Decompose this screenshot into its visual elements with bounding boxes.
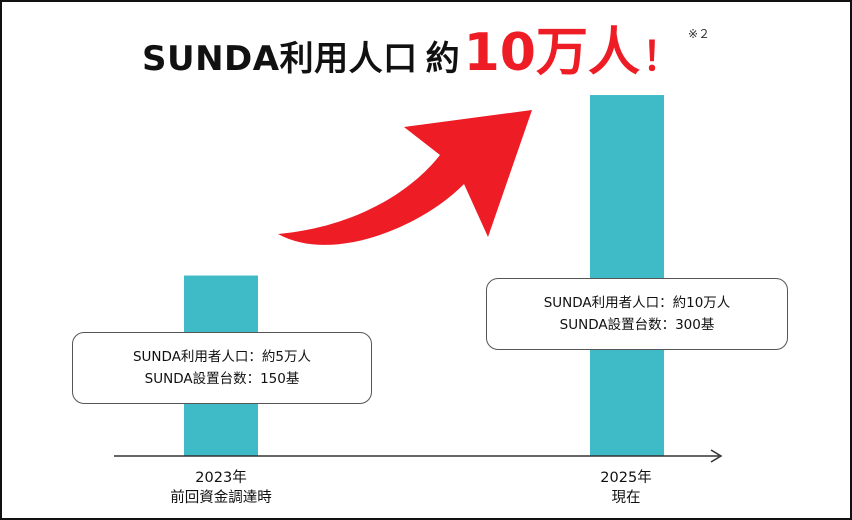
x-tick-year-2025: 2025年 — [600, 470, 652, 486]
x-tick-sublabel-2023: 前回資金調達時 — [170, 490, 272, 506]
title-exclamation: ！ — [641, 34, 682, 80]
title-footnote-mark: ※２ — [687, 27, 711, 41]
x-axis-arrowhead-icon — [710, 449, 723, 463]
callout-2025-users: SUNDA利用者人口：約10万人 — [543, 295, 731, 311]
callout-2023-users: SUNDA利用者人口：約5万人 — [132, 349, 312, 365]
title-approx: 約 — [425, 39, 460, 79]
callout-2023-units: SUNDA設置台数：150基 — [144, 371, 300, 387]
title-main: SUNDA利用人口 — [141, 39, 418, 79]
title-highlight: 10万人 — [463, 23, 640, 83]
x-tick-label-2023: 2023年 前回資金調達時 — [121, 468, 321, 508]
growth-arrow-icon — [278, 110, 532, 245]
x-tick-year-2023: 2023年 — [195, 470, 247, 486]
callout-2025: SUNDA利用者人口：約10万人 SUNDA設置台数：300基 — [486, 278, 788, 350]
chart-title: SUNDA利用人口 約10万人！ ※２ — [2, 10, 850, 85]
x-tick-sublabel-2025: 現在 — [611, 490, 641, 506]
callout-2023: SUNDA利用者人口：約5万人 SUNDA設置台数：150基 — [72, 332, 372, 404]
x-tick-label-2025: 2025年 現在 — [526, 468, 726, 508]
callout-2025-units: SUNDA設置台数：300基 — [559, 317, 715, 333]
bar-2025年 — [590, 95, 664, 457]
